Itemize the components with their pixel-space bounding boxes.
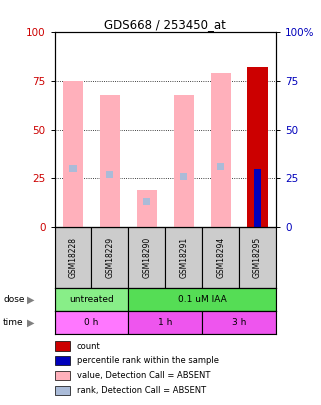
Bar (128, 311, 202, 334)
Bar (137, 190, 157, 227)
Bar (55, 311, 128, 334)
Text: untreated: untreated (69, 295, 114, 304)
Text: count: count (77, 341, 100, 351)
Bar (165, 227, 202, 288)
Bar (217, 163, 224, 170)
Bar (143, 198, 151, 205)
Text: value, Detection Call = ABSENT: value, Detection Call = ABSENT (77, 371, 210, 380)
Text: GSM18294: GSM18294 (216, 237, 225, 278)
Text: ▶: ▶ (27, 294, 34, 305)
Bar (55, 371, 70, 380)
Bar (55, 341, 70, 351)
Bar (180, 173, 187, 180)
Text: percentile rank within the sample: percentile rank within the sample (77, 356, 219, 365)
Bar (55, 356, 70, 365)
Bar (128, 288, 276, 311)
Title: GDS668 / 253450_at: GDS668 / 253450_at (104, 18, 226, 31)
Text: GSM18228: GSM18228 (68, 237, 78, 278)
Text: 1 h: 1 h (158, 318, 172, 327)
Text: dose: dose (3, 295, 25, 304)
Bar (55, 386, 70, 395)
Bar (254, 168, 261, 227)
Text: GSM18290: GSM18290 (142, 237, 152, 278)
Text: rank, Detection Call = ABSENT: rank, Detection Call = ABSENT (77, 386, 206, 395)
Text: GSM18229: GSM18229 (105, 237, 115, 278)
Text: 0.1 uM IAA: 0.1 uM IAA (178, 295, 227, 304)
Text: ▶: ▶ (27, 318, 34, 328)
Text: GSM18291: GSM18291 (179, 237, 188, 278)
Bar (69, 165, 77, 172)
Bar (91, 227, 128, 288)
Bar (55, 288, 128, 311)
Text: time: time (3, 318, 24, 327)
Bar (247, 67, 268, 227)
Bar (63, 81, 83, 227)
Text: GSM18295: GSM18295 (253, 237, 262, 278)
Bar (202, 227, 239, 288)
Bar (211, 73, 231, 227)
Bar (174, 95, 194, 227)
Bar (128, 227, 165, 288)
Bar (100, 95, 120, 227)
Text: 0 h: 0 h (84, 318, 99, 327)
Text: 3 h: 3 h (232, 318, 246, 327)
Bar (239, 227, 276, 288)
Bar (202, 311, 276, 334)
Bar (106, 171, 114, 178)
Bar (55, 227, 91, 288)
